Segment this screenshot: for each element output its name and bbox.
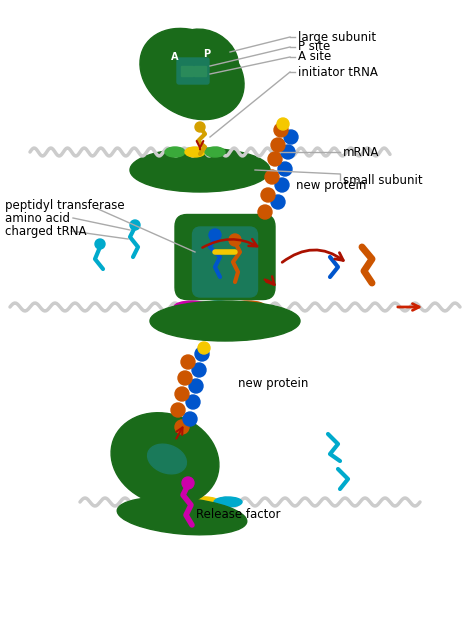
Ellipse shape	[205, 147, 225, 157]
Circle shape	[175, 387, 189, 401]
Ellipse shape	[185, 147, 205, 157]
Circle shape	[271, 195, 285, 209]
Text: P: P	[203, 49, 210, 59]
Circle shape	[171, 403, 185, 417]
Ellipse shape	[117, 497, 247, 535]
Ellipse shape	[172, 29, 238, 89]
Text: large subunit: large subunit	[298, 30, 376, 44]
Circle shape	[209, 229, 221, 241]
Circle shape	[186, 395, 200, 409]
Ellipse shape	[214, 497, 242, 507]
Ellipse shape	[141, 420, 209, 478]
Circle shape	[95, 239, 105, 249]
Circle shape	[275, 178, 289, 192]
Circle shape	[198, 342, 210, 354]
FancyBboxPatch shape	[177, 58, 209, 84]
Circle shape	[281, 145, 295, 159]
Text: new protein: new protein	[238, 378, 309, 391]
Text: amino acid: amino acid	[5, 212, 70, 225]
Text: small subunit: small subunit	[343, 173, 423, 186]
Text: initiator tRNA: initiator tRNA	[298, 65, 378, 78]
Circle shape	[178, 371, 192, 385]
Ellipse shape	[111, 413, 219, 505]
FancyBboxPatch shape	[175, 215, 275, 299]
Ellipse shape	[191, 497, 219, 507]
Text: charged tRNA: charged tRNA	[5, 225, 86, 238]
Circle shape	[277, 118, 289, 130]
Ellipse shape	[230, 301, 266, 313]
Circle shape	[274, 123, 288, 137]
Bar	[194, 66, 206, 76]
Circle shape	[229, 234, 241, 246]
Circle shape	[195, 122, 205, 132]
Ellipse shape	[200, 301, 236, 313]
Ellipse shape	[130, 148, 270, 192]
Circle shape	[195, 347, 209, 361]
Circle shape	[175, 420, 189, 434]
Ellipse shape	[174, 301, 210, 313]
Text: Release factor: Release factor	[196, 508, 281, 521]
Circle shape	[271, 138, 285, 152]
Text: mRNA: mRNA	[343, 146, 379, 159]
Text: A: A	[171, 52, 179, 62]
Circle shape	[182, 477, 194, 489]
Ellipse shape	[166, 497, 194, 507]
Circle shape	[130, 220, 140, 230]
Circle shape	[181, 355, 195, 369]
Text: peptidyl transferase: peptidyl transferase	[5, 199, 125, 212]
Circle shape	[265, 170, 279, 184]
Ellipse shape	[150, 301, 300, 341]
Circle shape	[261, 188, 275, 202]
Bar	[181, 66, 193, 76]
Circle shape	[284, 130, 298, 144]
Ellipse shape	[140, 28, 244, 120]
FancyBboxPatch shape	[192, 227, 257, 297]
Circle shape	[278, 162, 292, 176]
Circle shape	[183, 412, 197, 426]
Circle shape	[189, 379, 203, 393]
Text: A site: A site	[298, 51, 331, 64]
Text: P site: P site	[298, 41, 330, 54]
Circle shape	[258, 205, 272, 219]
Text: new protein: new protein	[296, 178, 366, 191]
Circle shape	[268, 152, 282, 166]
Ellipse shape	[165, 147, 185, 157]
Circle shape	[192, 363, 206, 377]
Ellipse shape	[147, 444, 186, 474]
